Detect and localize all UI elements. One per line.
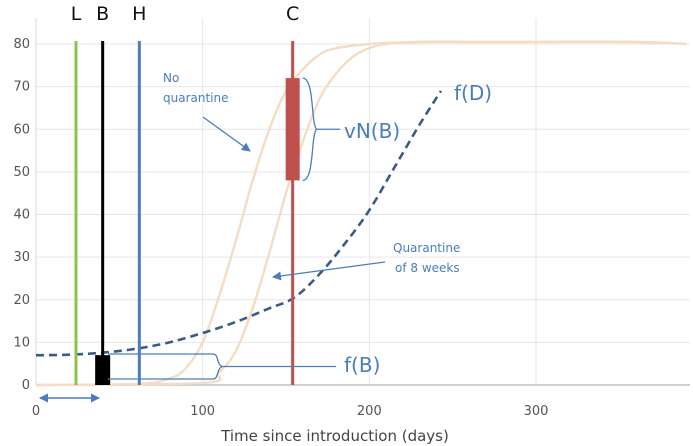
y-tick-label: 80 — [13, 37, 30, 52]
box-f-b- — [95, 355, 111, 385]
series-line-quarantine-of-8-weeks — [35, 40, 687, 387]
brace-fb — [108, 353, 224, 380]
annotation-quarantine-2: of 8 weeks — [395, 261, 460, 275]
x-tick-label: 100 — [190, 404, 215, 419]
series-line-no-quarantine — [35, 40, 687, 387]
annotation-quarantine-1: Quarantine — [393, 241, 460, 255]
y-tick-label: 40 — [13, 208, 30, 223]
x-tick-label: 0 — [32, 404, 40, 419]
axes: 0 10 20 30 40 50 60 70 80 0 100 200 300 Time since in… — [13, 18, 690, 445]
marker-label-C: C — [286, 3, 299, 25]
y-tick-label: 50 — [13, 165, 30, 180]
box-vn-b- — [285, 78, 300, 181]
arrow-quarantine — [272, 261, 386, 281]
arrow-no-quarantine — [202, 116, 251, 152]
x-tick-label: 200 — [357, 404, 382, 419]
x-tick-label: 300 — [524, 404, 549, 419]
y-tick-label: 20 — [13, 293, 30, 308]
x-axis-title: Time since introduction (days) — [220, 427, 449, 445]
annotation-no-quarantine-2: quarantine — [163, 91, 229, 105]
series-group — [35, 40, 687, 387]
label-vnb: vN(B) — [344, 119, 400, 143]
annotations: No quarantine Quarantine of 8 weeks vN(B) f(B… — [39, 71, 492, 403]
series-line-f-d- — [35, 90, 443, 357]
marker-label-H: H — [132, 3, 146, 25]
annotation-no-quarantine-1: No — [163, 71, 179, 85]
label-fb: f(B) — [344, 353, 380, 377]
y-tick-label: 0 — [22, 378, 30, 393]
marker-label-L: L — [71, 3, 82, 25]
y-tick-label: 60 — [13, 122, 30, 137]
marker-label-B: B — [96, 3, 109, 25]
y-tick-label: 30 — [13, 250, 30, 265]
y-tick-label: 10 — [13, 335, 30, 350]
grid — [36, 18, 690, 385]
label-fd: f(D) — [454, 81, 492, 105]
y-tick-label: 70 — [13, 80, 30, 95]
